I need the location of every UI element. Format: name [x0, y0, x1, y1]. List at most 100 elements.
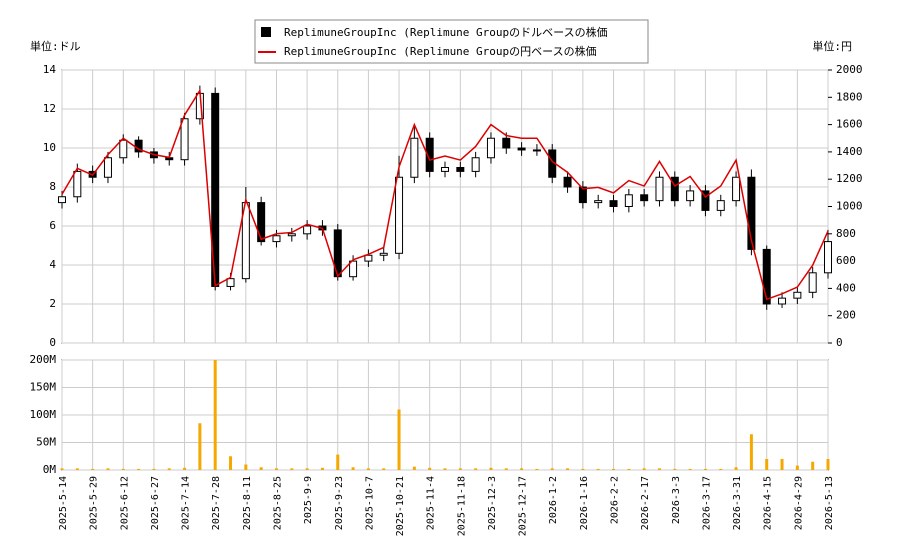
y-tick-label: 50M: [36, 436, 56, 449]
legend-label: ReplimuneGroupInc (Replimune Groupのドルベース…: [284, 25, 608, 39]
volume-bar: [75, 468, 79, 470]
candle-body: [701, 190, 710, 211]
volume-bar: [596, 468, 600, 470]
y2-tick-label: 2000: [836, 63, 863, 76]
y2-tick-label: 1000: [836, 200, 863, 213]
volume-bar: [765, 459, 769, 470]
x-tick-label: 2026-4-29: [793, 476, 804, 530]
volume-bar: [213, 360, 217, 470]
candle-body: [624, 194, 633, 208]
volume-bar: [382, 468, 386, 470]
volume-bar: [535, 468, 539, 470]
volume-bar: [351, 467, 355, 470]
volume-bar: [627, 468, 631, 470]
y-tick-label: 0M: [43, 463, 57, 476]
y2-tick-label: 1800: [836, 90, 863, 103]
volume-bar: [703, 468, 707, 470]
volume-bar: [795, 465, 799, 470]
candle-body: [103, 157, 112, 178]
volume-bar: [137, 468, 141, 470]
candle-body: [716, 200, 725, 211]
volume-bar: [152, 468, 156, 470]
candle-body: [257, 202, 266, 243]
x-tick-label: 2025-12-17: [518, 476, 529, 536]
candle-body: [732, 176, 741, 202]
x-tick-label: 2025-11-18: [456, 476, 467, 536]
candle-body: [778, 297, 787, 305]
y-axis-label: 単位:ドル: [30, 39, 81, 53]
candle-body: [655, 176, 664, 202]
volume-bar: [366, 468, 370, 470]
candle-body: [456, 167, 465, 172]
y-tick-label: 0: [49, 336, 56, 349]
candle-body: [640, 194, 649, 202]
candle-body: [349, 260, 358, 278]
candle-body: [395, 176, 404, 254]
volume-bar: [397, 409, 401, 470]
y2-axis-label: 単位:円: [812, 39, 852, 53]
volume-bar: [504, 468, 508, 470]
volume-bar: [428, 467, 432, 470]
x-tick-label: 2026-1-16: [579, 476, 590, 530]
candle-body: [410, 137, 419, 178]
candle-body: [471, 157, 480, 172]
candle-body: [563, 176, 572, 188]
volume-bar: [734, 467, 738, 470]
volume-bar: [91, 468, 95, 470]
x-tick-label: 2026-3-17: [701, 476, 712, 530]
x-tick-label: 2026-2-17: [640, 476, 651, 530]
y2-tick-label: 1200: [836, 172, 863, 185]
candle-body: [609, 200, 618, 207]
y-tick-label: 4: [49, 258, 56, 271]
y2-tick-label: 800: [836, 227, 856, 240]
y-tick-label: 100M: [30, 408, 57, 421]
candle-body: [73, 170, 82, 198]
candle-body: [808, 272, 817, 293]
volume-bar: [474, 468, 478, 470]
candle-body: [272, 235, 281, 243]
x-tick-label: 2025-9-23: [334, 476, 345, 530]
x-tick-label: 2026-5-13: [824, 476, 835, 530]
volume-bar: [612, 468, 616, 470]
volume-bar: [673, 468, 677, 470]
candle-body: [517, 147, 526, 151]
volume-bar: [657, 468, 661, 470]
x-tick-label: 2025-8-25: [272, 476, 283, 530]
volume-bar: [198, 423, 202, 470]
candle-body: [670, 176, 679, 202]
price-frame: [61, 69, 829, 344]
candle-body: [824, 241, 832, 274]
volume-bar: [489, 467, 493, 470]
candle-body: [303, 225, 312, 235]
volume-bar: [274, 468, 278, 470]
candle-body: [486, 137, 495, 159]
x-tick-label: 2025-8-11: [242, 476, 253, 530]
y-tick-label: 200M: [30, 353, 57, 366]
volume-bar: [581, 468, 585, 470]
volume-bar: [749, 434, 753, 470]
candle-body: [532, 149, 541, 152]
x-tick-label: 2025-11-4: [426, 476, 437, 530]
x-tick-label: 2026-3-3: [671, 476, 682, 524]
x-tick-label: 2025-5-29: [89, 476, 100, 530]
candle-body: [58, 196, 66, 204]
y-tick-label: 8: [49, 180, 56, 193]
candle-body: [762, 248, 771, 305]
x-tick-label: 2026-1-2: [548, 476, 559, 524]
volume-bar: [290, 468, 294, 470]
volume-bar: [520, 468, 524, 470]
volume-bar: [412, 466, 416, 470]
candle-body: [747, 176, 756, 250]
y-tick-label: 10: [43, 141, 56, 154]
volume-bar: [320, 467, 324, 470]
candle-body: [119, 139, 128, 159]
y-tick-label: 2: [49, 297, 56, 310]
y-tick-label: 150M: [30, 381, 57, 394]
candle-body: [379, 252, 388, 256]
legend: [254, 19, 649, 64]
candle-body: [502, 137, 511, 149]
volume-bar: [167, 468, 171, 470]
x-tick-label: 2025-7-14: [181, 476, 192, 530]
volume-bar: [811, 461, 815, 470]
candle-body: [180, 118, 189, 161]
